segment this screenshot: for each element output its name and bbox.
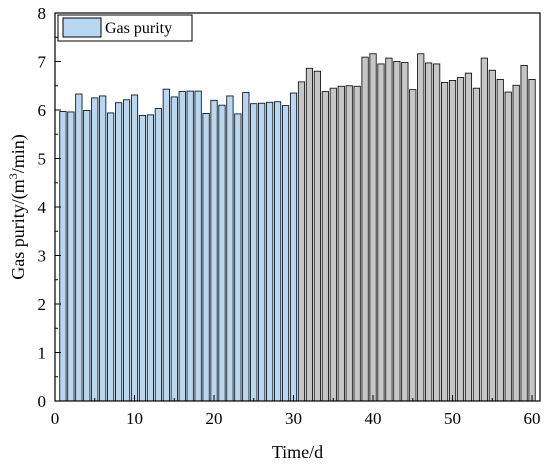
- y-axis-title-end: /min): [8, 134, 29, 173]
- bar-day-31: [297, 81, 306, 402]
- bar-day-7: [107, 112, 115, 402]
- bar-day-15: [170, 96, 178, 402]
- bar-day-10: [130, 94, 139, 402]
- bar-day-51: [456, 77, 465, 402]
- bar-day-26: [258, 102, 266, 402]
- bar-day-38: [353, 85, 361, 402]
- bar-day-45: [409, 89, 417, 402]
- bar-day-22: [226, 95, 234, 402]
- bar-day-25: [250, 103, 258, 402]
- x-tick-label: 20: [206, 409, 223, 428]
- bar-day-13: [154, 108, 162, 402]
- bar-day-29: [281, 105, 290, 402]
- y-tick-label: 4: [38, 198, 47, 217]
- bar-day-9: [122, 99, 131, 402]
- bar-day-46: [417, 53, 425, 402]
- bar-day-3: [75, 93, 83, 402]
- y-axis-title-sup: 3: [6, 173, 20, 179]
- bar-day-23: [234, 113, 242, 402]
- bar-day-58: [512, 84, 520, 402]
- bars-group: [59, 53, 536, 402]
- bar-day-2: [67, 111, 75, 402]
- bar-day-28: [274, 101, 282, 402]
- bar-day-57: [504, 91, 512, 402]
- bar-day-30: [289, 92, 298, 402]
- bar-day-5: [91, 97, 99, 402]
- bar-day-60: [528, 79, 536, 402]
- bar-day-33: [313, 70, 321, 402]
- legend-swatch: [62, 17, 102, 38]
- legend-label: Gas purity: [105, 20, 172, 37]
- x-tick-label: 10: [126, 409, 143, 428]
- bar-day-19: [202, 113, 210, 402]
- y-tick-label: 0: [38, 392, 47, 411]
- bar-day-39: [361, 56, 369, 402]
- y-axis-title-main: Gas purity/(m: [8, 179, 29, 280]
- bar-day-1: [59, 111, 67, 402]
- x-axis-title: Time/d: [272, 442, 323, 462]
- bar-day-35: [329, 87, 337, 402]
- bar-day-27: [266, 101, 274, 402]
- bar-day-37: [345, 85, 353, 402]
- bar-day-47: [425, 62, 433, 402]
- x-tick-label: 40: [365, 409, 382, 428]
- bar-day-56: [496, 79, 504, 402]
- y-tick-label: 1: [38, 344, 47, 363]
- bar-day-24: [242, 92, 250, 402]
- x-tick-label: 60: [524, 409, 541, 428]
- bar-day-55: [488, 69, 496, 402]
- bar-day-34: [321, 91, 329, 402]
- bar-day-14: [162, 88, 170, 402]
- bar-day-43: [393, 61, 401, 402]
- bar-day-17: [186, 90, 194, 402]
- x-tick-label: 0: [51, 409, 60, 428]
- y-tick-label: 2: [38, 295, 47, 314]
- legend: Gas purity: [57, 14, 193, 42]
- bar-day-18: [194, 90, 202, 402]
- ticks-group: 0 10 20 30 40 50 60 0 1 2 3 4 5 6 7 8: [38, 4, 541, 428]
- x-tick-label: 50: [444, 409, 461, 428]
- bar-day-4: [83, 110, 91, 402]
- bar-day-21: [218, 104, 226, 402]
- bar-day-20: [210, 99, 218, 402]
- bar-day-54: [480, 57, 488, 402]
- y-tick-label: 7: [38, 53, 47, 72]
- bar-day-16: [178, 91, 186, 402]
- bar-day-41: [377, 63, 385, 402]
- bar-day-6: [99, 95, 107, 402]
- bar-day-11: [138, 114, 147, 402]
- y-tick-label: 8: [38, 4, 47, 23]
- y-tick-label: 5: [38, 150, 47, 169]
- bar-day-49: [441, 81, 449, 402]
- bar-day-50: [448, 80, 457, 402]
- bar-day-48: [433, 63, 441, 402]
- y-tick-label: 3: [38, 247, 47, 266]
- x-tick-label: 30: [285, 409, 302, 428]
- y-tick-label: 6: [38, 101, 47, 120]
- bar-day-59: [520, 64, 528, 402]
- bar-day-42: [385, 57, 393, 402]
- bar-day-8: [115, 102, 123, 402]
- bar-day-32: [305, 67, 314, 402]
- bar-day-44: [401, 62, 409, 402]
- bar-day-36: [337, 85, 345, 402]
- bar-day-40: [369, 53, 377, 402]
- y-axis-title: Gas purity/(m3/min): [6, 134, 29, 280]
- bar-day-12: [146, 114, 154, 402]
- bar-day-53: [472, 87, 480, 402]
- bar-day-52: [464, 72, 473, 402]
